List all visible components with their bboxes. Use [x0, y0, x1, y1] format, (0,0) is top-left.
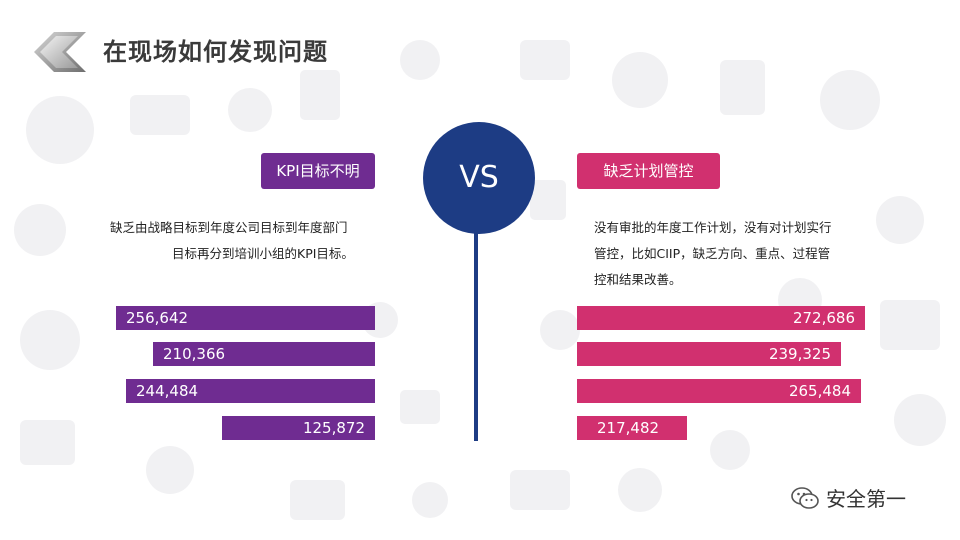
right-bar-1: 272,686 [577, 306, 865, 330]
vs-divider-line [474, 228, 478, 441]
logo-icon [34, 32, 86, 72]
left-desc-line-1: 缺乏由战略目标到年度公司目标到年度部门 [110, 220, 348, 235]
watermark-text: 安全第一 [826, 487, 906, 511]
right-desc-line-1: 没有审批的年度工作计划，没有对计划实行 [594, 220, 832, 235]
left-bar-4: 125,872 [222, 416, 375, 440]
left-desc-line-2: 目标再分到培训小组的KPI目标。 [172, 246, 354, 261]
right-bar-2: 239,325 [577, 342, 841, 366]
right-description: 没有审批的年度工作计划，没有对计划实行 管控，比如CIIP，缺乏方向、重点、过程… [594, 215, 864, 293]
right-tag: 缺乏计划管控 [577, 153, 720, 189]
right-bar-3: 265,484 [577, 379, 861, 403]
left-bar-2: 210,366 [153, 342, 375, 366]
watermark: 安全第一 [790, 483, 906, 512]
vs-circle: VS [423, 122, 535, 234]
wechat-icon [791, 486, 819, 509]
right-bar-4: 217,482 [577, 416, 687, 440]
left-bar-3: 244,484 [126, 379, 375, 403]
left-tag: KPI目标不明 [261, 153, 375, 189]
right-desc-line-3: 控和结果改善。 [594, 272, 682, 287]
left-bar-1: 256,642 [116, 306, 375, 330]
left-description: 缺乏由战略目标到年度公司目标到年度部门 目标再分到培训小组的KPI目标。 [110, 215, 380, 267]
page-title: 在现场如何发现问题 [103, 38, 328, 66]
right-desc-line-2: 管控，比如CIIP，缺乏方向、重点、过程管 [594, 246, 831, 261]
